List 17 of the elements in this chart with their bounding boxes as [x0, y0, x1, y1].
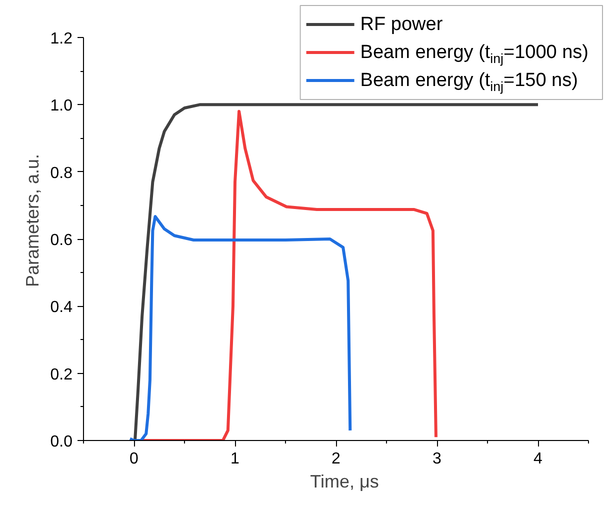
line-series — [134, 103, 540, 440]
y-tick-label: 0.0 — [50, 434, 73, 450]
y-tick-label: 0.4 — [50, 299, 73, 316]
line-series — [128, 215, 352, 440]
x-tick-label: 2 — [332, 450, 341, 468]
y-axis-title: Parameters, a.u. — [22, 154, 42, 288]
legend-label: RF power — [360, 14, 444, 35]
y-tick-label: 0.6 — [50, 232, 73, 249]
x-tick-label: 0 — [130, 450, 139, 468]
x-tick-label: 1 — [230, 450, 240, 468]
y-tick-label: 1.2 — [50, 30, 73, 48]
y-tick-label: 0.8 — [50, 164, 73, 182]
x-tick-label: 4 — [534, 450, 543, 468]
y-tick-label: 0.2 — [50, 366, 73, 384]
x-tick-label: 3 — [432, 450, 442, 468]
y-tick-label: 1.0 — [50, 98, 73, 115]
x-axis-title: Time, μs — [310, 472, 379, 492]
